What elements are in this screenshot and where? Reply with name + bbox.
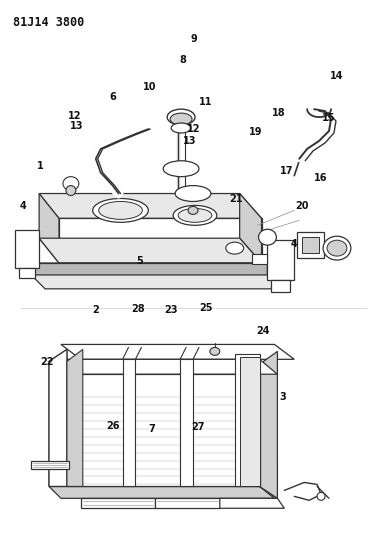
Polygon shape xyxy=(39,193,262,219)
Polygon shape xyxy=(31,263,267,275)
Polygon shape xyxy=(220,498,284,508)
Text: 19: 19 xyxy=(249,126,262,136)
Text: 6: 6 xyxy=(110,92,116,102)
Polygon shape xyxy=(272,280,290,292)
Text: 21: 21 xyxy=(230,194,243,204)
Text: 7: 7 xyxy=(148,424,155,434)
Polygon shape xyxy=(49,449,260,487)
Text: 4: 4 xyxy=(19,200,26,211)
Polygon shape xyxy=(49,487,274,498)
Text: 81J14 3800: 81J14 3800 xyxy=(13,16,85,29)
Text: 2: 2 xyxy=(92,305,99,315)
Ellipse shape xyxy=(173,205,217,225)
Polygon shape xyxy=(67,359,277,374)
Ellipse shape xyxy=(66,185,76,196)
Polygon shape xyxy=(49,350,67,487)
Ellipse shape xyxy=(99,201,142,220)
Polygon shape xyxy=(123,359,135,487)
Polygon shape xyxy=(267,263,281,289)
Text: 10: 10 xyxy=(143,82,156,92)
Polygon shape xyxy=(59,219,262,263)
Text: 18: 18 xyxy=(272,108,286,118)
Text: 12: 12 xyxy=(68,111,81,120)
Ellipse shape xyxy=(163,161,199,176)
Text: 15: 15 xyxy=(322,114,336,123)
Text: 23: 23 xyxy=(164,305,178,315)
Polygon shape xyxy=(297,232,324,258)
Ellipse shape xyxy=(258,229,276,245)
Ellipse shape xyxy=(317,492,325,500)
Ellipse shape xyxy=(63,176,79,191)
Ellipse shape xyxy=(175,185,211,201)
Polygon shape xyxy=(240,357,260,487)
Text: 28: 28 xyxy=(131,304,145,314)
Polygon shape xyxy=(251,254,267,264)
Text: 26: 26 xyxy=(106,421,120,431)
Polygon shape xyxy=(240,193,262,263)
Polygon shape xyxy=(15,230,39,268)
Text: 1: 1 xyxy=(36,161,43,171)
Text: 13: 13 xyxy=(70,122,83,131)
Text: 17: 17 xyxy=(280,166,293,176)
Ellipse shape xyxy=(167,109,195,125)
Ellipse shape xyxy=(323,236,351,260)
Ellipse shape xyxy=(210,348,220,356)
Ellipse shape xyxy=(327,240,347,256)
Polygon shape xyxy=(67,374,260,487)
Text: 13: 13 xyxy=(184,135,197,146)
Polygon shape xyxy=(235,354,260,487)
Polygon shape xyxy=(260,351,277,498)
Polygon shape xyxy=(31,461,69,469)
Polygon shape xyxy=(67,350,83,487)
Polygon shape xyxy=(81,498,155,508)
Polygon shape xyxy=(61,344,294,359)
Ellipse shape xyxy=(178,208,212,222)
Text: 27: 27 xyxy=(191,422,204,432)
Text: 5: 5 xyxy=(137,256,144,266)
Text: 14: 14 xyxy=(330,71,343,81)
Text: 8: 8 xyxy=(179,55,186,65)
Polygon shape xyxy=(39,193,59,263)
Polygon shape xyxy=(31,263,281,277)
Polygon shape xyxy=(49,350,67,487)
Polygon shape xyxy=(155,498,220,508)
Polygon shape xyxy=(39,238,262,263)
Text: 16: 16 xyxy=(314,173,328,183)
Text: 3: 3 xyxy=(279,392,286,402)
Text: 9: 9 xyxy=(191,34,197,44)
Text: 22: 22 xyxy=(40,357,54,367)
Polygon shape xyxy=(302,237,319,253)
Polygon shape xyxy=(31,275,281,289)
Ellipse shape xyxy=(188,206,198,214)
Polygon shape xyxy=(180,359,193,487)
Text: 12: 12 xyxy=(187,124,201,134)
Text: 24: 24 xyxy=(256,326,270,336)
Text: 11: 11 xyxy=(199,98,212,108)
Polygon shape xyxy=(19,268,35,278)
Text: 20: 20 xyxy=(295,200,308,211)
Ellipse shape xyxy=(226,242,244,254)
Polygon shape xyxy=(260,449,277,498)
Text: 4: 4 xyxy=(291,239,298,249)
Ellipse shape xyxy=(170,113,192,125)
Text: 25: 25 xyxy=(199,303,212,313)
Ellipse shape xyxy=(171,123,191,133)
Ellipse shape xyxy=(93,198,148,222)
Polygon shape xyxy=(267,240,294,280)
